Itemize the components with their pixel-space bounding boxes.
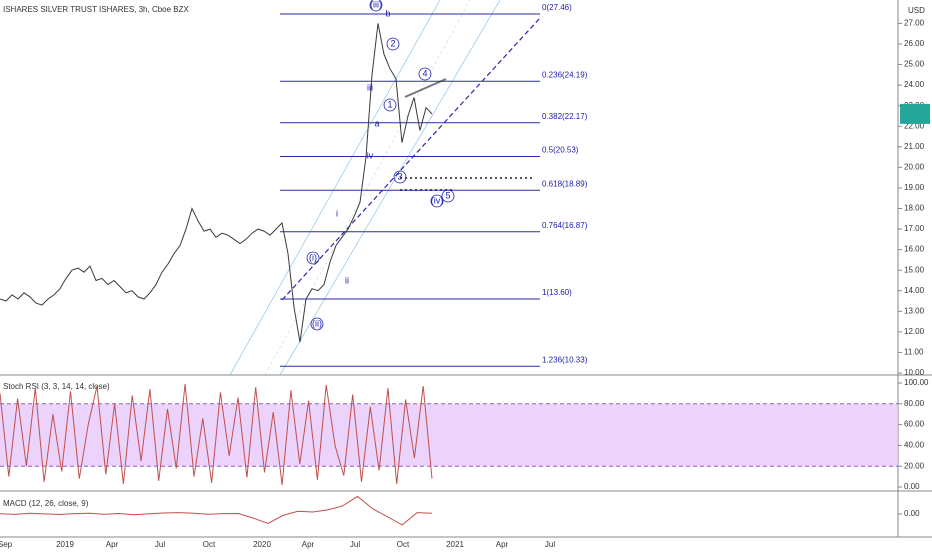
- price-marker: [900, 103, 930, 124]
- channel-line: [279, 0, 501, 376]
- x-tick-label: Jul: [350, 540, 360, 549]
- fib-label: 0.618(18.89): [542, 179, 588, 188]
- wave-label: (iii): [370, 0, 382, 9]
- y-tick-label: 16.00: [904, 245, 925, 254]
- price-pane: [229, 0, 541, 376]
- y-tick-label: 25.00: [904, 60, 925, 69]
- y-tick-label: 13.00: [904, 306, 925, 315]
- wave-label: 1: [387, 99, 392, 109]
- wave-label: 2: [390, 38, 395, 48]
- fib-label: 0.764(16.87): [542, 221, 588, 230]
- y-tick-label: 12.00: [904, 327, 925, 336]
- x-tick-label: Apr: [496, 540, 509, 549]
- x-tick-label: Jul: [545, 540, 555, 549]
- wave-label: iii: [367, 82, 373, 92]
- y-tick-label: 40.00: [904, 441, 925, 450]
- fib-label: 0.236(24.19): [542, 70, 588, 79]
- chart-title: ISHARES SILVER TRUST ISHARES, 3h, Cboe B…: [3, 5, 190, 14]
- y-tick-label: 0.00: [904, 509, 920, 518]
- y-tick-label: 21.00: [904, 142, 925, 151]
- channel-line: [229, 0, 441, 376]
- fib-label: 0(27.46): [542, 3, 572, 12]
- y-tick-label: 20.00: [904, 162, 925, 171]
- stoch-band: [0, 403, 898, 467]
- x-tick-label: Sep: [0, 540, 13, 549]
- y-tick-label: 26.00: [904, 39, 925, 48]
- wave-label: (i): [309, 252, 317, 262]
- wave-circle: [386, 37, 400, 51]
- wave-label: 5: [445, 190, 450, 200]
- stoch-line: [0, 383, 433, 485]
- x-tick-label: Apr: [302, 540, 315, 549]
- fib-label: 1(13.60): [542, 288, 572, 297]
- channel-line: [264, 0, 471, 376]
- y-tick-label: 19.00: [904, 183, 925, 192]
- y-tick-label: 0.00: [904, 482, 920, 491]
- x-tick-label: Apr: [106, 540, 119, 549]
- fib-label: 0.5(20.53): [542, 146, 579, 155]
- y-tick-label: 18.00: [904, 204, 925, 213]
- wave-circle: [310, 317, 324, 331]
- fib-label: 1.236(10.33): [542, 355, 588, 364]
- wave-label: i: [336, 208, 338, 218]
- y-tick-label: 14.00: [904, 286, 925, 295]
- x-tick-label: 2021: [446, 540, 464, 549]
- wave-label: (ii): [312, 318, 322, 328]
- price-line: [0, 23, 433, 343]
- y-tick-label: 15.00: [904, 265, 925, 274]
- y-tick-label: 20.00: [904, 461, 925, 470]
- wave-circle: [441, 189, 455, 203]
- y-tick-label: 27.00: [904, 19, 925, 28]
- fib-label: 0.382(22.17): [542, 112, 588, 121]
- macd-line: [0, 495, 433, 526]
- wave-circle: [306, 251, 320, 265]
- y-tick-label: 24.00: [904, 80, 925, 89]
- wave-label: (iv): [431, 195, 444, 205]
- x-tick-label: Oct: [203, 540, 216, 549]
- currency: USD: [908, 6, 925, 15]
- wave-label: a: [374, 118, 379, 128]
- wave-circle: [369, 0, 383, 12]
- x-tick-label: Jul: [155, 540, 165, 549]
- wave-label: iv: [367, 150, 374, 160]
- wave-circle: [430, 194, 444, 208]
- macd-title: MACD (12, 26, close, 9): [3, 499, 89, 508]
- wave-label: 4: [422, 68, 427, 78]
- y-tick-label: 22.00: [904, 121, 925, 130]
- y-tick-label: 17.00: [904, 224, 925, 233]
- wave-circle: [393, 170, 407, 184]
- y-tick-label: 11.00: [904, 348, 924, 357]
- wedge-line: [404, 78, 447, 98]
- stoch-title: Stoch RSI (3, 3, 14, 14, close): [3, 382, 110, 391]
- wave-label: 3: [397, 171, 402, 181]
- x-tick-label: Oct: [397, 540, 410, 549]
- y-tick-label: 60.00: [904, 420, 925, 429]
- x-tick-label: 2020: [253, 540, 271, 549]
- wave-circle: [383, 98, 397, 112]
- wave-circle: [418, 67, 432, 81]
- wave-label: ii: [345, 275, 349, 285]
- y-tick-label: 10.00: [904, 368, 925, 377]
- wave-label: b: [385, 8, 390, 18]
- y-tick-label: 100.00: [904, 378, 929, 387]
- x-tick-label: 2019: [56, 540, 74, 549]
- y-tick-label: 80.00: [904, 399, 925, 408]
